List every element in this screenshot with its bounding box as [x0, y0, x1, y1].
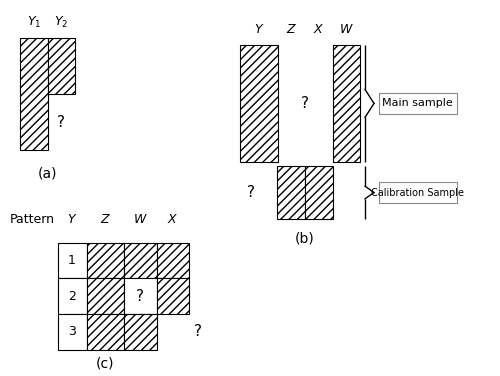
Text: $X$: $X$ — [167, 212, 178, 226]
Bar — [20, 38, 48, 150]
Bar — [58, 278, 86, 314]
Bar — [379, 93, 456, 114]
Text: ?: ? — [301, 96, 309, 111]
Bar — [86, 243, 124, 278]
Text: 1: 1 — [68, 254, 76, 267]
Text: $X$: $X$ — [313, 23, 324, 36]
Bar — [48, 38, 75, 94]
Bar — [379, 182, 456, 203]
Text: (a): (a) — [38, 167, 57, 180]
Bar — [240, 45, 278, 162]
Bar — [124, 243, 156, 278]
Text: $Y$: $Y$ — [254, 23, 264, 36]
Bar — [156, 243, 189, 278]
Bar — [332, 45, 360, 162]
Text: 3: 3 — [68, 325, 76, 338]
Bar — [156, 278, 189, 314]
Bar — [86, 314, 124, 350]
Text: 2: 2 — [68, 290, 76, 303]
Bar — [58, 314, 86, 350]
Text: $Y$: $Y$ — [67, 212, 77, 226]
Text: Pattern: Pattern — [10, 212, 55, 226]
Text: $W$: $W$ — [339, 23, 353, 36]
Bar — [124, 314, 156, 350]
Text: ?: ? — [136, 289, 144, 303]
Bar — [86, 278, 124, 314]
Text: Calibration Sample: Calibration Sample — [372, 188, 464, 197]
Bar — [278, 166, 305, 219]
Text: ?: ? — [194, 324, 202, 339]
Text: ?: ? — [57, 115, 65, 130]
Text: ?: ? — [247, 185, 255, 200]
Text: (c): (c) — [96, 356, 114, 370]
Bar — [305, 166, 332, 219]
Text: Main sample: Main sample — [382, 99, 453, 108]
Bar — [58, 243, 86, 278]
Text: $Y_2$: $Y_2$ — [54, 15, 68, 30]
Text: (b): (b) — [295, 231, 315, 245]
Text: $W$: $W$ — [133, 212, 148, 226]
Text: $Y_1$: $Y_1$ — [26, 15, 41, 30]
Text: $Z$: $Z$ — [286, 23, 297, 36]
Bar — [124, 278, 156, 314]
Text: $Z$: $Z$ — [100, 212, 111, 226]
